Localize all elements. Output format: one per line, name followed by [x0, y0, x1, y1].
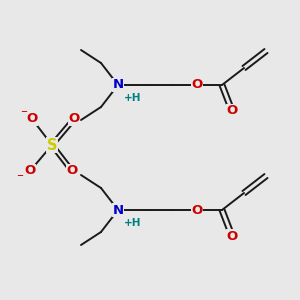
Text: O: O [26, 112, 38, 125]
Text: O: O [66, 164, 78, 178]
Text: O: O [68, 112, 80, 125]
Text: N: N [112, 203, 124, 217]
Text: N: N [112, 79, 124, 92]
Text: +H: +H [124, 93, 142, 103]
Text: O: O [191, 203, 203, 217]
Text: O: O [226, 230, 238, 242]
Text: O: O [226, 104, 238, 118]
Text: +H: +H [124, 218, 142, 228]
Text: O: O [24, 164, 36, 178]
Text: S: S [47, 137, 57, 152]
Text: −: − [16, 172, 23, 181]
Text: O: O [191, 79, 203, 92]
Text: −: − [20, 107, 28, 116]
